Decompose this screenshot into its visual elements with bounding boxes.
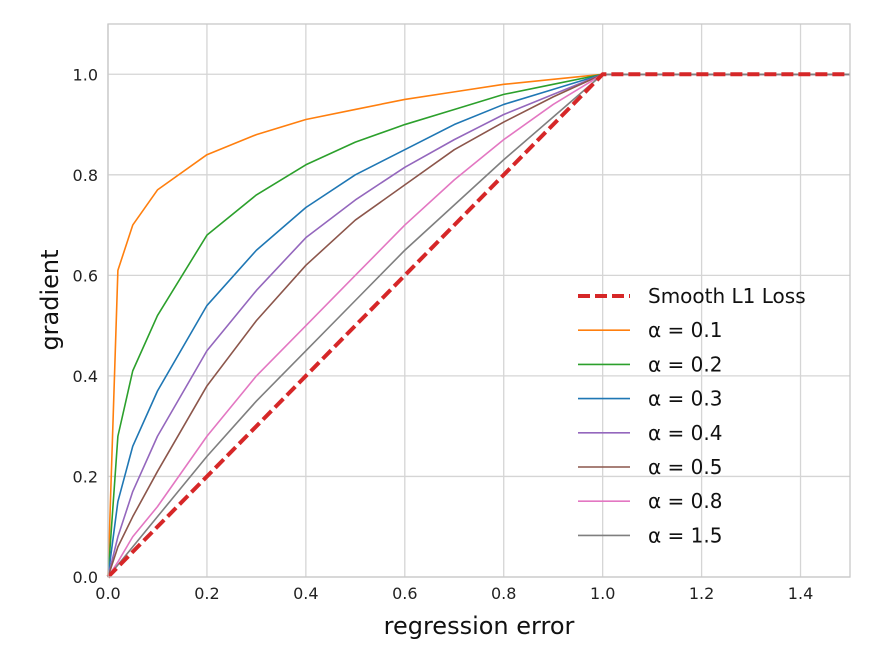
x-tick-label: 0.8 <box>491 584 516 603</box>
x-tick-label: 1.2 <box>689 584 714 603</box>
legend-label-4: α = 0.4 <box>648 421 722 445</box>
x-tick-label: 0.6 <box>392 584 417 603</box>
series-line-5 <box>107 73 850 578</box>
legend-label-3: α = 0.3 <box>648 387 722 411</box>
x-tick-label: 0.4 <box>293 584 318 603</box>
series-line-2 <box>107 73 850 578</box>
plot-frame <box>107 23 851 578</box>
series-line-0 <box>106 72 850 579</box>
series-line-6 <box>107 73 850 578</box>
series-layer <box>106 72 850 579</box>
legend-label-5: α = 0.5 <box>648 455 722 479</box>
legend: Smooth L1 Loss α = 0.1 α = 0.2 α = 0.3 α = 0… <box>578 284 806 547</box>
legend-label-0: Smooth L1 Loss <box>648 284 806 308</box>
x-tick-label: 1.4 <box>788 584 813 603</box>
y-tick-label: 1.0 <box>73 65 98 84</box>
y-tick-label: 0.6 <box>73 266 98 285</box>
plot-background <box>108 24 850 577</box>
series-line-4 <box>107 73 850 578</box>
x-tick-label: 1.0 <box>590 584 615 603</box>
series-line-7 <box>107 73 850 578</box>
x-tick-label: 0.2 <box>194 584 219 603</box>
x-tick-label: 0.0 <box>95 584 120 603</box>
y-tick-label: 0.2 <box>73 467 98 486</box>
y-tick-labels: 0.0 0.2 0.4 0.6 0.8 1.0 <box>73 65 98 587</box>
legend-label-7: α = 1.5 <box>648 523 722 547</box>
series-line-1 <box>107 73 850 578</box>
y-axis-title: gradient <box>36 249 64 350</box>
series-line-3 <box>107 73 850 578</box>
y-tick-label: 0.0 <box>73 568 98 587</box>
legend-label-2: α = 0.2 <box>648 352 722 376</box>
legend-label-1: α = 0.1 <box>648 318 722 342</box>
x-tick-labels: 0.0 0.2 0.4 0.6 0.8 1.0 1.2 1.4 <box>95 584 813 603</box>
x-axis-title: regression error <box>384 612 575 640</box>
y-tick-label: 0.8 <box>73 166 98 185</box>
legend-label-6: α = 0.8 <box>648 489 722 513</box>
y-tick-label: 0.4 <box>73 367 98 386</box>
